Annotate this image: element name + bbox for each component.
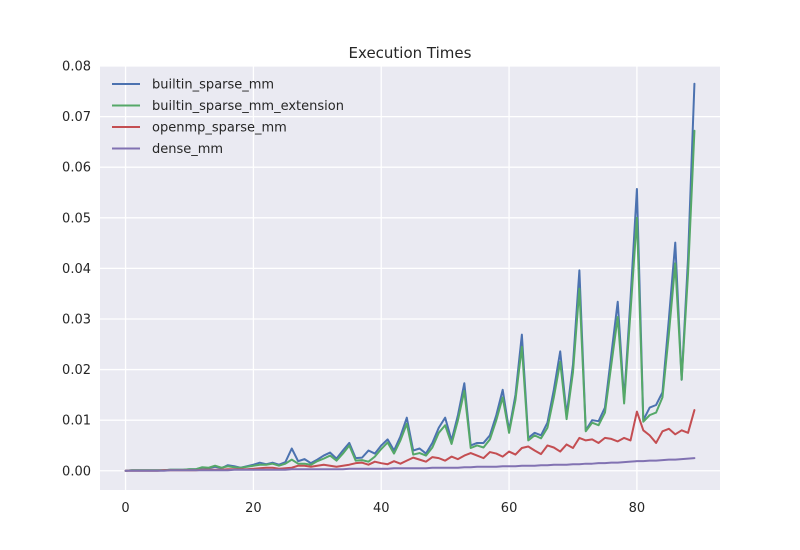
plot-background bbox=[100, 66, 720, 490]
series-line-dense-mm bbox=[124, 457, 696, 472]
y-tick-label: 0.08 bbox=[62, 60, 91, 75]
chart-title: Execution Times bbox=[349, 44, 472, 62]
legend-label: dense_mm bbox=[152, 142, 223, 157]
y-tick-label: 0.03 bbox=[62, 312, 91, 327]
x-axis-ticks: 0 20 40 60 80 bbox=[121, 501, 645, 516]
y-tick-label: 0.04 bbox=[62, 262, 91, 277]
x-tick-label: 80 bbox=[629, 501, 646, 516]
y-axis-ticks: 0.00 0.01 0.02 0.03 0.04 0.05 0.06 0.07 0.08 bbox=[62, 60, 91, 480]
grid-lines bbox=[100, 65, 720, 490]
series-lines bbox=[124, 82, 696, 472]
y-tick-label: 0.06 bbox=[62, 161, 91, 176]
x-tick-label: 60 bbox=[501, 501, 518, 516]
y-tick-label: 0.01 bbox=[62, 414, 91, 429]
y-tick-label: 0.02 bbox=[62, 363, 91, 378]
y-tick-label: 0.07 bbox=[62, 110, 91, 125]
legend: builtin_sparse_mm builtin_sparse_mm_exten… bbox=[112, 78, 344, 157]
legend-label: builtin_sparse_mm bbox=[152, 78, 274, 93]
legend-label: openmp_sparse_mm bbox=[152, 121, 287, 136]
legend-label: builtin_sparse_mm_extension bbox=[152, 99, 344, 114]
x-tick-label: 0 bbox=[121, 501, 129, 516]
x-tick-label: 40 bbox=[373, 501, 390, 516]
y-tick-label: 0.00 bbox=[62, 464, 91, 479]
series-line-builtin-sparse-mm-extension bbox=[124, 129, 696, 472]
x-tick-label: 20 bbox=[245, 501, 262, 516]
y-tick-label: 0.05 bbox=[62, 211, 91, 226]
